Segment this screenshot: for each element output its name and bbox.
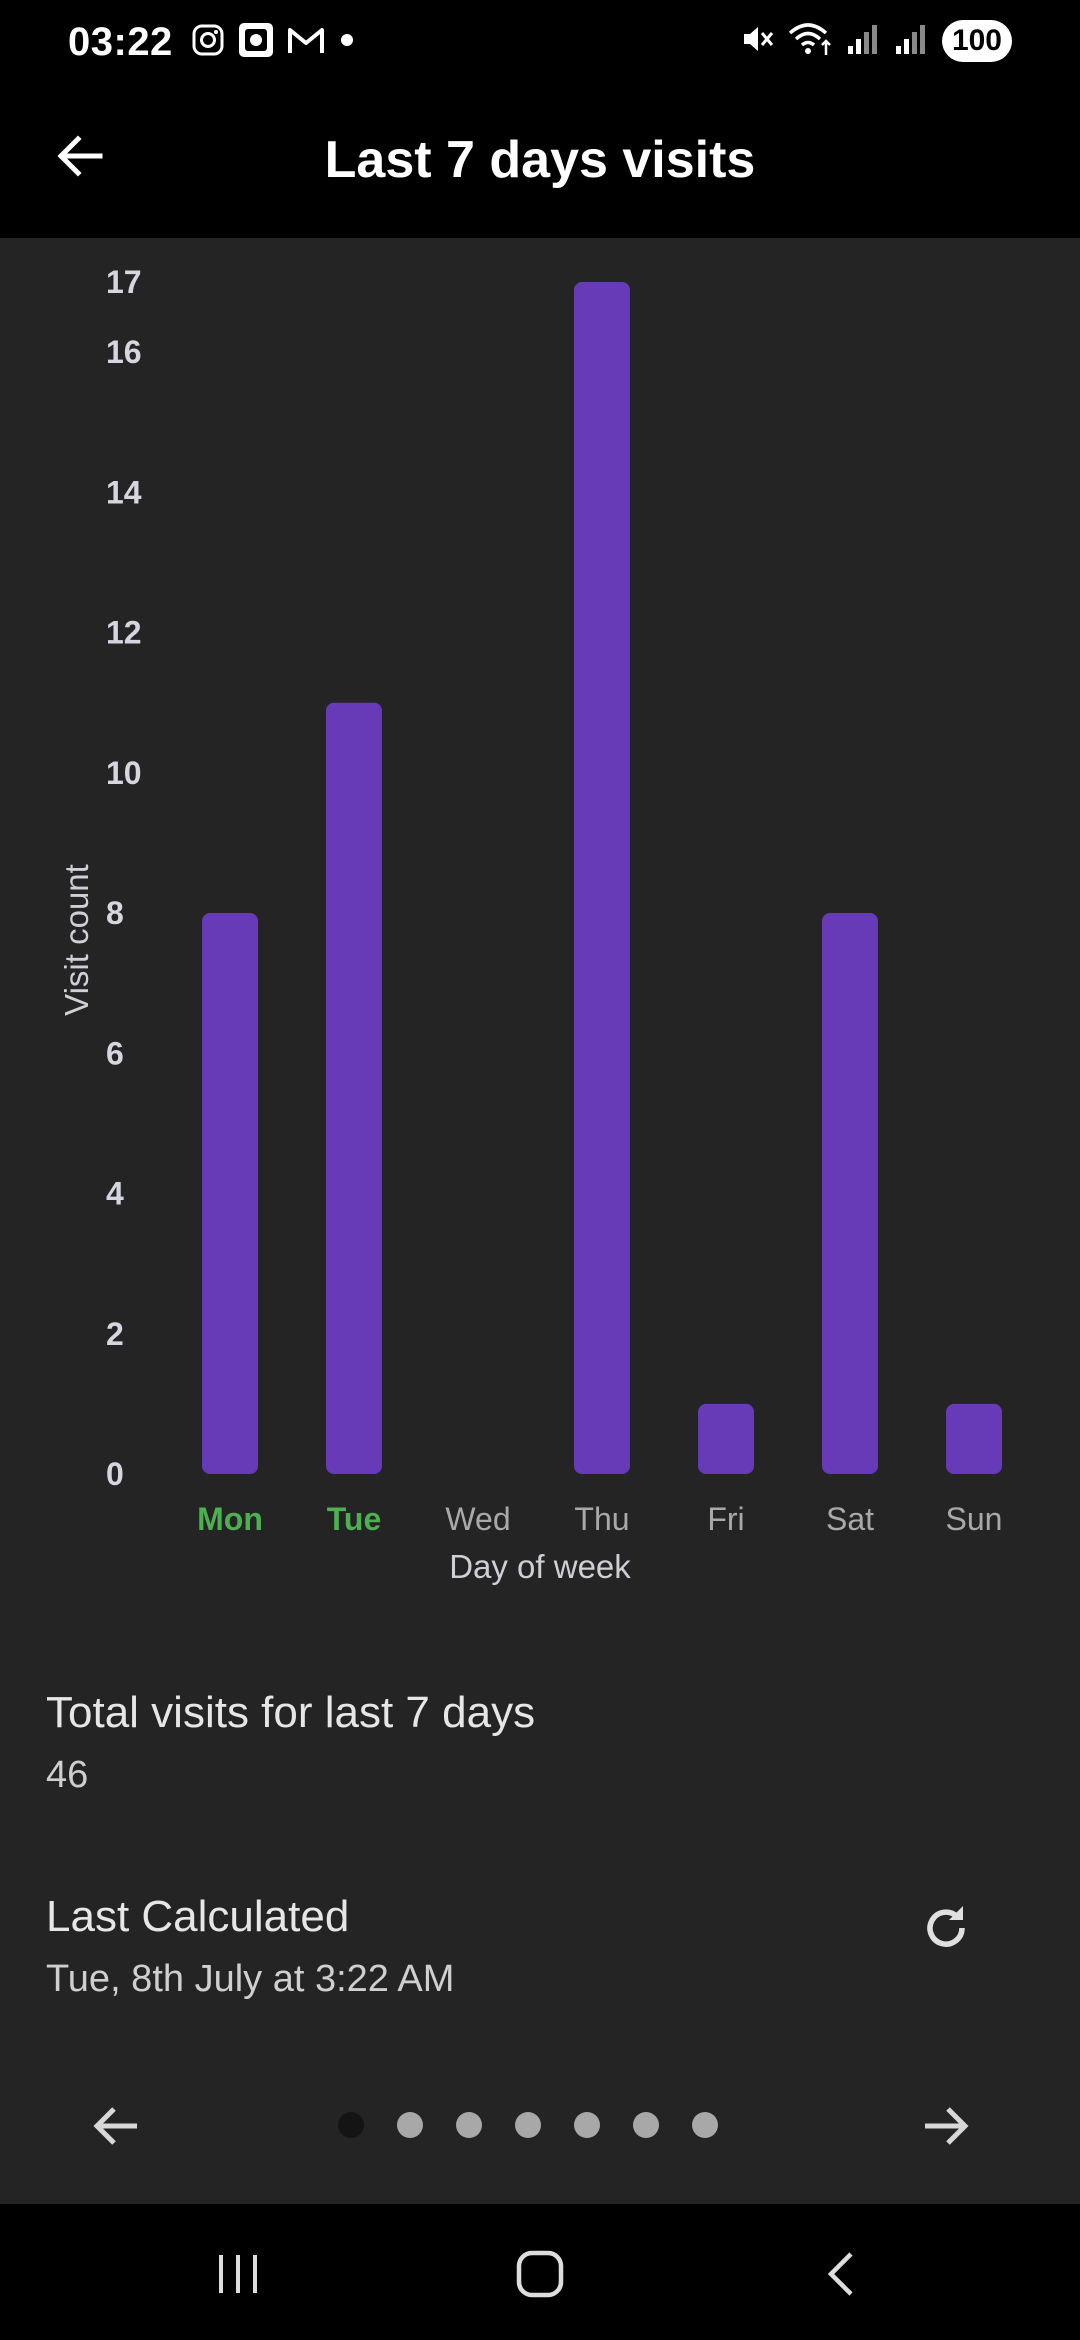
arrow-right-icon: [925, 2107, 969, 2145]
y-tick-label: 16: [106, 334, 142, 370]
photo-icon: [237, 21, 275, 64]
page-dot[interactable]: [456, 2112, 482, 2138]
bar-tue: [326, 702, 382, 1474]
refresh-icon: [927, 1906, 965, 1947]
system-nav-bar: [0, 2204, 1080, 2340]
back-icon: [827, 2252, 853, 2296]
y-tick-label: 12: [106, 615, 142, 651]
bar-sun: [946, 1403, 1002, 1474]
y-tick-label: 14: [106, 474, 142, 510]
y-tick-label: 2: [106, 1316, 124, 1352]
bar-sat: [822, 913, 878, 1474]
page-dot[interactable]: [397, 2112, 423, 2138]
system-back-button[interactable]: [802, 2234, 882, 2314]
instagram-icon: [191, 23, 225, 62]
y-tick-label: 8: [106, 895, 124, 931]
back-button[interactable]: [48, 124, 112, 188]
x-tick-label-mon: Mon: [197, 1501, 263, 1537]
x-tick-label-fri: Fri: [707, 1501, 744, 1537]
page-dot[interactable]: [574, 2112, 600, 2138]
battery-indicator: 100: [941, 20, 1012, 62]
app-bar: Last 7 days visits: [0, 84, 1080, 238]
last-calculated-value: Tue, 8th July at 3:22 AM: [46, 1958, 455, 2000]
y-axis-ticks: 0 2 4 6 8 10 12 14 16 17: [106, 264, 142, 1492]
status-left-icons: [191, 21, 357, 64]
gmail-icon: [287, 25, 325, 60]
next-page-button[interactable]: [910, 2090, 982, 2162]
y-tick-label: 6: [106, 1035, 124, 1071]
arrow-left-icon: [93, 2107, 137, 2145]
x-axis-ticks: Mon Tue Wed Thu Fri Sat Sun: [197, 1501, 1002, 1537]
recent-apps-icon: [219, 2255, 257, 2293]
home-button[interactable]: [500, 2234, 580, 2314]
x-tick-label-tue: Tue: [327, 1501, 382, 1537]
y-axis-label: Visit count: [58, 864, 95, 1016]
last-calculated-label: Last Calculated: [46, 1892, 350, 1941]
bar-mon: [202, 913, 258, 1474]
bar-thu: [574, 282, 630, 1474]
page-dot[interactable]: [633, 2112, 659, 2138]
y-tick-label: 10: [106, 755, 142, 791]
x-tick-label-sat: Sat: [826, 1501, 874, 1537]
recent-apps-button[interactable]: [198, 2234, 278, 2314]
signal-icon: [846, 22, 880, 61]
x-tick-label-sun: Sun: [946, 1501, 1003, 1537]
total-visits-value: 46: [46, 1754, 89, 1796]
status-time: 03:22: [68, 19, 173, 64]
y-tick-label: 4: [106, 1176, 124, 1212]
dot-icon: [337, 30, 357, 55]
bars: [202, 282, 1002, 1474]
refresh-button[interactable]: [906, 1888, 986, 1968]
page-title: Last 7 days visits: [324, 131, 756, 189]
page-indicator: [338, 2112, 718, 2138]
x-tick-label-wed: Wed: [445, 1501, 510, 1537]
home-icon: [516, 2250, 564, 2298]
page-dot[interactable]: [515, 2112, 541, 2138]
visits-bar-chart: Visit count 0 2 4 6 8 10 12 14 16 17 Mon Tue Wed Thu…: [58, 264, 1002, 1585]
status-bar: 03:22 100: [0, 0, 1080, 84]
pager: [0, 2090, 1080, 2162]
total-visits-label: Total visits for last 7 days: [46, 1688, 536, 1737]
x-tick-label-thu: Thu: [574, 1501, 629, 1537]
content-area: Visit count 0 2 4 6 8 10 12 14 16 17 Mon Tue Wed Thu…: [0, 238, 1080, 2204]
x-axis-label: Day of week: [449, 1548, 631, 1585]
y-tick-label: 0: [106, 1456, 124, 1492]
arrow-left-icon: [57, 135, 103, 177]
signal-icon: [894, 22, 928, 61]
status-right-icons: 100: [740, 20, 1012, 62]
wifi-icon: [788, 21, 832, 62]
page-dot[interactable]: [338, 2112, 364, 2138]
y-tick-label: 17: [106, 264, 142, 300]
bar-fri: [698, 1403, 754, 1474]
mute-icon: [740, 22, 774, 61]
page-dot[interactable]: [692, 2112, 718, 2138]
previous-page-button[interactable]: [80, 2090, 152, 2162]
